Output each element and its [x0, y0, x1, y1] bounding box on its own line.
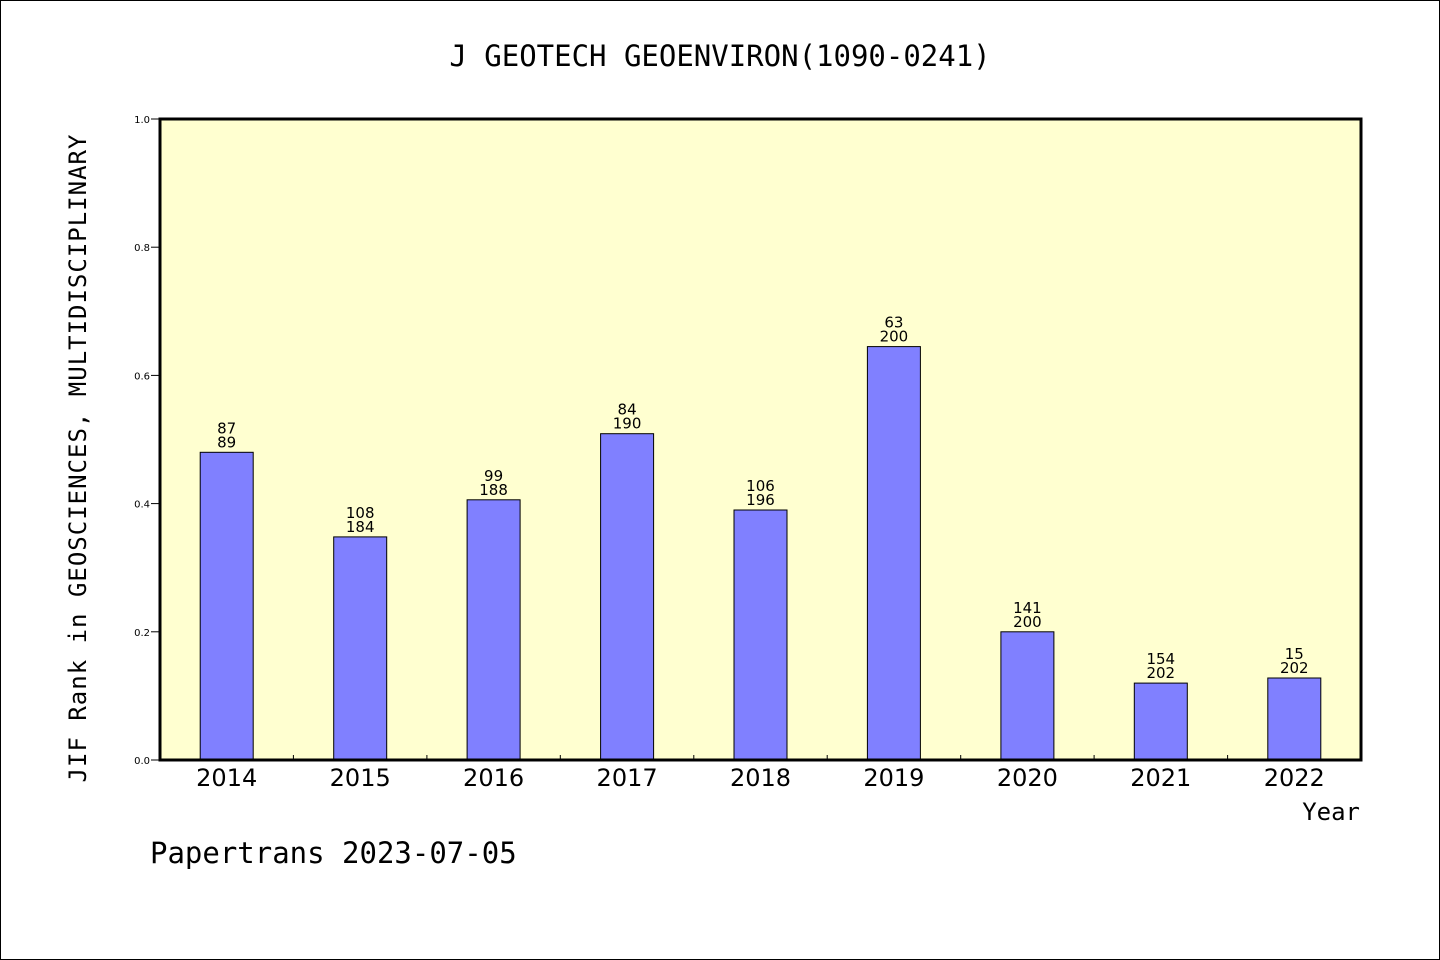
y-tick-label: 1.0	[134, 115, 150, 126]
x-tick-label: 2019	[863, 764, 924, 792]
footer-credit: Papertrans 2023-07-05	[150, 836, 517, 870]
bar-rank-label: 141	[1013, 599, 1042, 617]
bar-rank-label: 63	[884, 314, 903, 332]
bar-rank-label: 99	[484, 467, 503, 485]
bar-2015	[333, 536, 388, 761]
bar-2014	[199, 451, 254, 761]
x-tick-label: 2014	[196, 764, 257, 792]
bars-layer	[199, 346, 1322, 761]
bar-2017	[600, 433, 655, 761]
y-tick-label: 0.2	[134, 628, 150, 639]
chart-title: J GEOTECH GEOENVIRON(1090-0241)	[449, 39, 990, 73]
bar-labels-layer: 8789108184991888419010619663200141200154…	[217, 314, 1308, 682]
x-tick-label: 2021	[1130, 764, 1191, 792]
x-axis: 2014 2015 2016 2017 2018 2019 2020 2021 2022	[196, 755, 1325, 792]
bar-total-label: 184	[346, 518, 375, 536]
bar-total-label: 196	[746, 491, 775, 509]
x-tick-label: 2018	[730, 764, 791, 792]
bar-rank-label: 154	[1146, 650, 1175, 668]
y-tick-label: 0.8	[134, 243, 150, 254]
bar-2019	[866, 346, 921, 761]
bar-rank-label: 84	[618, 401, 637, 419]
bar-total-label: 89	[217, 433, 236, 451]
y-tick-label: 0.4	[134, 500, 150, 511]
x-axis-label: Year	[1302, 798, 1360, 826]
bar-total-label: 200	[880, 328, 909, 346]
y-tick-label: 0.6	[134, 371, 150, 382]
bar-total-label: 200	[1013, 613, 1042, 631]
x-tick-label: 2015	[330, 764, 391, 792]
y-axis-label: JIF Rank in GEOSCIENCES, MULTIDISCIPLINA…	[64, 134, 92, 783]
bar-2022	[1267, 677, 1322, 761]
bar-total-label: 202	[1146, 664, 1175, 682]
x-tick-label: 2022	[1264, 764, 1325, 792]
bar-2016	[466, 499, 521, 761]
bar-2020	[1000, 631, 1055, 761]
bar-rank-label: 15	[1285, 645, 1304, 663]
bar-total-label: 188	[479, 481, 508, 499]
x-tick-label: 2020	[997, 764, 1058, 792]
bar-total-label: 190	[613, 415, 642, 433]
bar-total-label: 202	[1280, 659, 1309, 677]
bar-2021	[1133, 682, 1188, 761]
plot-border	[158, 117, 1363, 762]
y-tick-label: 0.0	[134, 756, 150, 767]
bar-2018	[733, 509, 788, 761]
y-axis: 0.0 0.2 0.4 0.6 0.8 1.0	[134, 115, 160, 767]
bar-rank-label: 108	[346, 504, 375, 522]
x-tick-label: 2017	[597, 764, 658, 792]
bar-rank-label: 87	[217, 419, 236, 437]
x-tick-label: 2016	[463, 764, 524, 792]
bar-rank-label: 106	[746, 477, 775, 495]
